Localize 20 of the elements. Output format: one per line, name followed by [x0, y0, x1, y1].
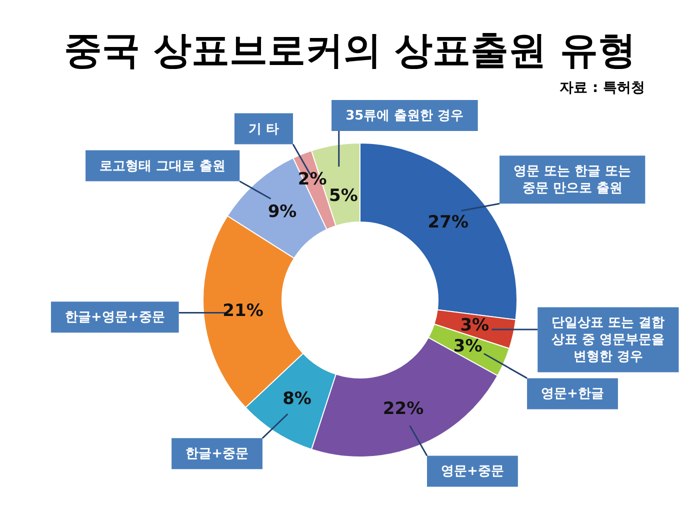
slice-label: 영문 또는 한글 또는 중문 만으로 출원 [514, 164, 632, 196]
slice-label: 로고형태 그대로 출원 [100, 158, 226, 174]
data-label: 3% [460, 316, 490, 336]
data-label: 5% [329, 186, 358, 206]
data-label: 3% [453, 336, 482, 357]
slice-label: 한글+중문 [186, 446, 248, 462]
slice-label: 영문+중문 [441, 464, 504, 480]
data-label: 21% [222, 301, 264, 322]
data-label: 8% [282, 389, 312, 410]
data-label: 2% [298, 170, 327, 190]
slice-label: 영문+한글 [541, 386, 604, 402]
slice-label: 기 타 [248, 122, 279, 137]
slice-label: 35류에 출원한 경우 [346, 108, 464, 124]
data-label: 9% [268, 202, 297, 222]
data-label: 22% [382, 399, 424, 420]
data-label: 27% [428, 212, 468, 232]
slice-label: 단일상표 또는 결합상표 중 영문부문을 변형한 경우 [552, 316, 665, 365]
chart-title: 중국 상표브로커의 상표출원 유형 [64, 28, 636, 72]
slice-label: 한글+영문+중문 [64, 310, 165, 326]
text: 자료 : 특허청 [560, 80, 645, 96]
